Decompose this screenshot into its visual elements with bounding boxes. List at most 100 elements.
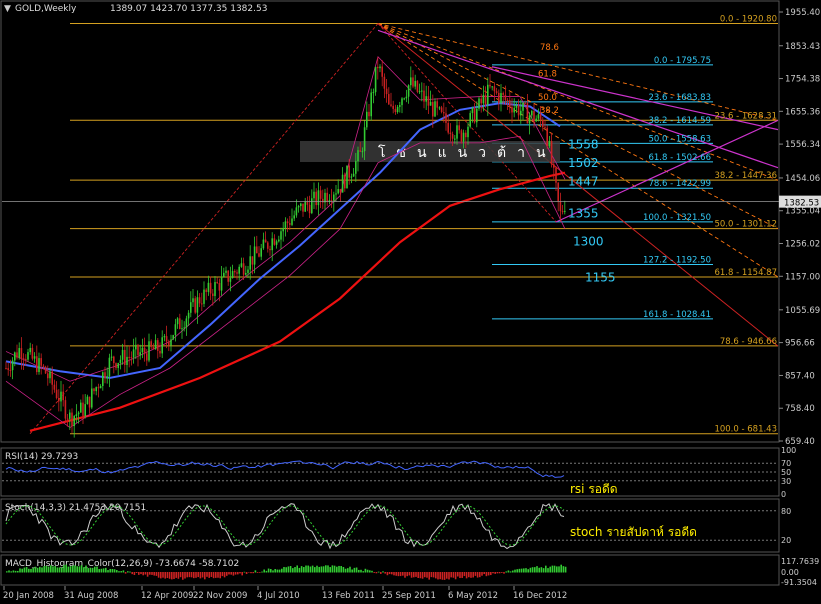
- candle-body: [511, 107, 513, 113]
- inner-fib-label: 61.8 - 1502.66: [648, 153, 711, 163]
- candle-body: [214, 282, 216, 297]
- macd-bar: [212, 572, 215, 579]
- macd-bar: [441, 572, 444, 580]
- candle-body: [273, 238, 276, 245]
- macd-bar: [542, 568, 545, 573]
- candle-body: [20, 348, 23, 359]
- macd-bar: [261, 571, 263, 573]
- macd-bar: [487, 572, 490, 576]
- fan-label: 78.6: [540, 43, 559, 53]
- candle-body: [462, 132, 465, 142]
- macd-bar: [193, 572, 195, 579]
- macd-bar: [476, 572, 479, 578]
- rsi-line: [5, 460, 565, 478]
- macd-bar: [545, 565, 547, 573]
- macd-bar: [351, 569, 353, 573]
- candle-body: [405, 96, 408, 99]
- candle-body: [198, 297, 201, 304]
- candle-body: [174, 324, 177, 336]
- candle-body: [537, 114, 540, 119]
- candle-body: [102, 372, 104, 386]
- macd-bar: [527, 569, 529, 573]
- macd-bar: [85, 565, 87, 573]
- candle-body: [262, 239, 265, 249]
- macd-bar: [204, 572, 206, 580]
- candle-body: [42, 365, 45, 367]
- macd-bar: [228, 572, 230, 575]
- candle-body: [108, 357, 111, 377]
- macd-bar: [459, 572, 461, 579]
- macd-bar: [558, 566, 560, 573]
- fan-label: 61.8: [538, 70, 557, 80]
- candle-body: [300, 203, 302, 207]
- candle-body: [69, 412, 71, 419]
- macd-title: MACD_Histogram_Color(12,26,9) -73.6674 -…: [5, 559, 239, 569]
- trend-drawings: 78.6 61.8 50.0 38.2: [29, 23, 779, 435]
- macd-bar: [509, 571, 512, 573]
- macd-bar: [329, 567, 331, 573]
- macd-bar: [190, 572, 193, 578]
- macd-bar: [338, 565, 340, 573]
- channel-line: [491, 66, 779, 131]
- current-price-label: 1382.53: [784, 199, 819, 209]
- macd-bar: [23, 567, 26, 573]
- stoch-panel: Stoch(14,3,3) 21.4753 20.7151 stoch รายส…: [2, 503, 791, 550]
- candle-body: [251, 256, 254, 265]
- macd-bar: [419, 572, 422, 579]
- candle-body: [196, 297, 199, 313]
- outer-fib-label: 50.0 - 1301.12: [714, 220, 777, 230]
- candle-body: [440, 107, 443, 113]
- macd-bar: [300, 566, 303, 573]
- candle-body: [99, 385, 102, 389]
- price-tick-label: 956.66: [785, 339, 815, 349]
- macd-bar: [391, 572, 393, 575]
- candle-body: [313, 191, 315, 199]
- candle-body: [429, 101, 432, 106]
- candle-body: [40, 358, 42, 366]
- macd-bar: [142, 572, 144, 576]
- candle-body: [121, 349, 124, 360]
- macd-bar: [87, 568, 89, 573]
- candle-body: [561, 211, 564, 213]
- macd-bar: [131, 572, 133, 575]
- macd-bar: [56, 567, 59, 573]
- candle-body: [64, 400, 67, 419]
- macd-bar: [65, 564, 67, 573]
- moving-averages: [5, 56, 566, 432]
- candle-body: [126, 356, 128, 365]
- inner-fib-label: 78.6 - 1422.99: [648, 179, 711, 189]
- candle-body: [14, 352, 16, 361]
- candle-body: [392, 105, 394, 109]
- candle-body: [297, 206, 300, 208]
- symbol-label: GOLD,Weekly: [15, 4, 77, 14]
- candle-body: [256, 246, 258, 254]
- macd-bar: [355, 567, 358, 573]
- macd-bar: [41, 567, 43, 573]
- ohlc-label: 1389.07 1423.70 1377.35 1382.53: [110, 4, 267, 14]
- outer-fib-label: 61.8 - 1154.87: [714, 268, 777, 278]
- candle-body: [27, 352, 29, 360]
- candle-body: [414, 80, 416, 87]
- candle-body: [139, 352, 141, 356]
- candle-body: [209, 282, 212, 294]
- candle-body: [119, 359, 122, 364]
- macd-bar: [311, 565, 314, 573]
- macd-bar: [448, 572, 450, 580]
- candle-body: [284, 221, 287, 228]
- price-tick-label: 857.40: [785, 371, 815, 381]
- macd-bar: [232, 572, 235, 576]
- candle-body: [390, 104, 392, 106]
- candle-body: [179, 318, 181, 330]
- time-tick-label: 13 Feb 2011: [322, 591, 375, 601]
- macd-bar: [404, 572, 406, 578]
- macd-bar: [318, 566, 320, 573]
- candle-body: [185, 318, 188, 328]
- macd-bar: [360, 569, 362, 573]
- macd-bar: [6, 571, 8, 573]
- rsi-tick-label: 100: [781, 446, 796, 455]
- macd-bar: [408, 572, 411, 576]
- macd-bar: [122, 570, 125, 573]
- candle-body: [18, 348, 20, 358]
